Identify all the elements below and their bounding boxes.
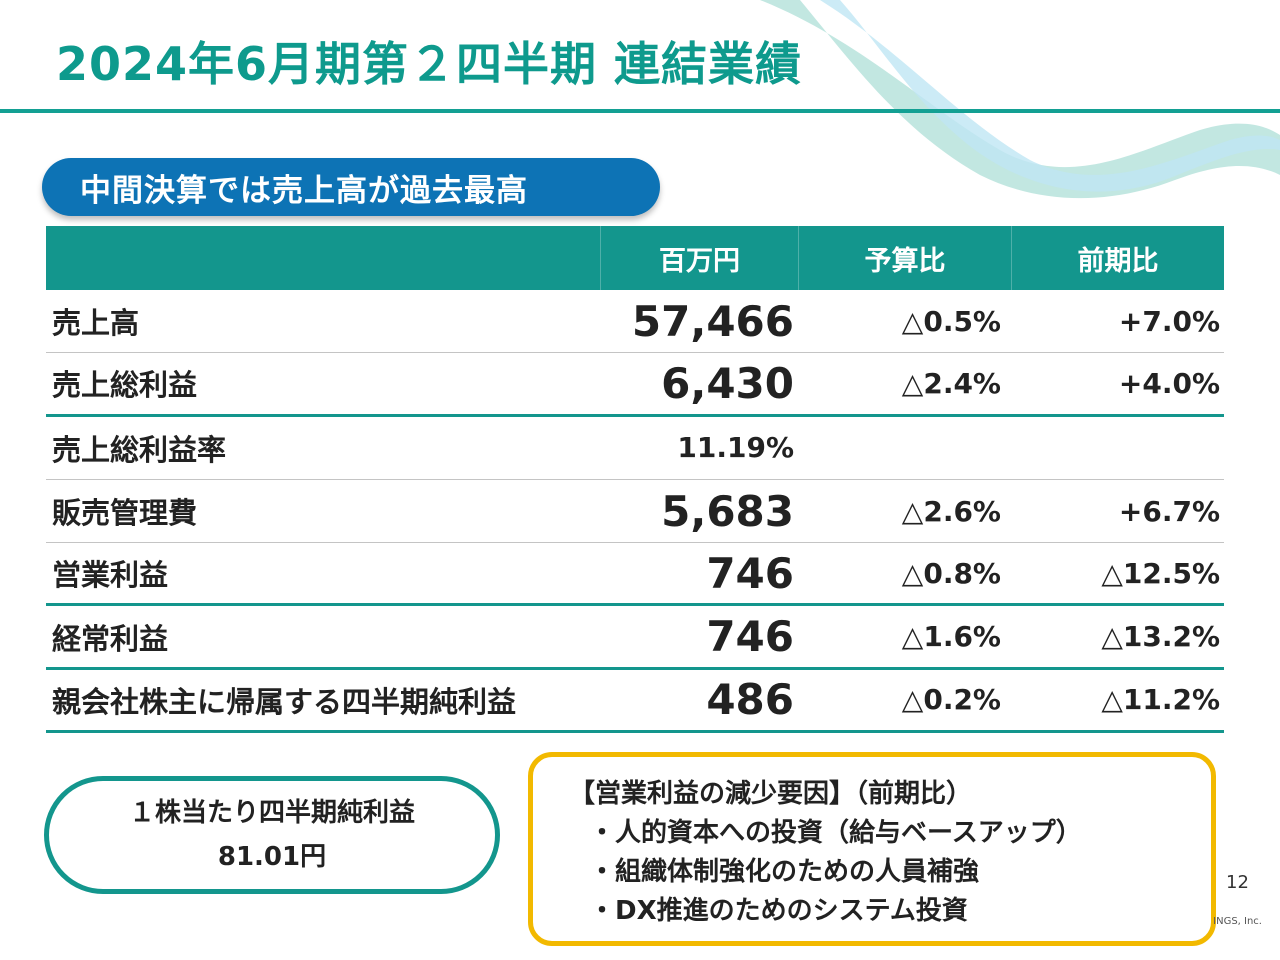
row-prior-ratio: △11.2% xyxy=(1101,683,1220,717)
table-row: 販売管理費 5,683 △2.6% +6.7% xyxy=(46,480,1224,544)
header-cell-prior: 前期比 xyxy=(1011,226,1224,290)
eps-label: １株当たり四半期純利益 xyxy=(128,798,415,828)
row-budget-ratio: △2.6% xyxy=(901,494,1001,528)
table-row: 経常利益 746 △1.6% △13.2% xyxy=(46,606,1224,670)
page-number: 12 xyxy=(1226,872,1249,893)
reason-item: ・DX推進のためのシステム投資 xyxy=(589,896,968,926)
row-budget-ratio: △1.6% xyxy=(901,620,1001,654)
reasons-box: 【営業利益の減少要因】（前期比） ・人的資本への投資（給与ベースアップ） ・組織… xyxy=(528,752,1216,946)
copyright-text: INGS, Inc. xyxy=(1213,916,1262,927)
row-budget-ratio: △2.4% xyxy=(901,366,1001,400)
row-budget-ratio: △0.2% xyxy=(901,683,1001,717)
row-label: 売上高 xyxy=(52,306,140,341)
row-value: 57,466 xyxy=(631,296,794,346)
row-value: 746 xyxy=(706,548,794,598)
row-value: 486 xyxy=(706,675,794,725)
row-label: 営業利益 xyxy=(52,558,169,593)
row-budget-ratio: △0.5% xyxy=(901,304,1001,338)
reason-item: ・組織体制強化のための人員補強 xyxy=(589,857,980,887)
table-row: 売上総利益 6,430 △2.4% +4.0% xyxy=(46,353,1224,417)
row-value: 5,683 xyxy=(661,486,794,536)
results-table: 百万円 予算比 前期比 売上高 57,466 △0.5% +7.0% 売上総利益… xyxy=(46,226,1224,734)
row-prior-ratio: △13.2% xyxy=(1101,620,1220,654)
row-prior-ratio: +4.0% xyxy=(1118,366,1220,400)
page-title: 2024年6月期第２四半期 連結業績 xyxy=(56,37,803,91)
row-value: 11.19% xyxy=(677,431,794,465)
title-underline xyxy=(0,109,1280,113)
table-header: 百万円 予算比 前期比 xyxy=(46,226,1224,290)
headline-banner: 中間決算では売上高が過去最高 xyxy=(42,158,660,216)
table-row: 売上総利益率 11.19% xyxy=(46,417,1224,480)
row-prior-ratio: +7.0% xyxy=(1118,304,1220,338)
header-cell-unit: 百万円 xyxy=(600,226,798,290)
reasons-heading: 【営業利益の減少要因】（前期比） xyxy=(569,779,973,809)
reason-item: ・人的資本への投資（給与ベースアップ） xyxy=(589,818,1082,848)
row-budget-ratio: △0.8% xyxy=(901,556,1001,590)
table-row: 親会社株主に帰属する四半期純利益 486 △0.2% △11.2% xyxy=(46,670,1224,734)
header-cell-item xyxy=(46,226,600,290)
row-prior-ratio: △12.5% xyxy=(1101,556,1220,590)
table-row: 売上高 57,466 △0.5% +7.0% xyxy=(46,290,1224,354)
row-prior-ratio: +6.7% xyxy=(1118,494,1220,528)
row-label: 販売管理費 xyxy=(52,496,198,531)
row-label: 売上総利益率 xyxy=(52,432,227,467)
eps-box: １株当たり四半期純利益 81.01円 xyxy=(44,776,500,894)
header-cell-budget: 予算比 xyxy=(798,226,1011,290)
row-value: 746 xyxy=(706,612,794,662)
row-label: 売上総利益 xyxy=(52,368,198,403)
eps-value: 81.01円 xyxy=(217,842,327,872)
table-row: 営業利益 746 △0.8% △12.5% xyxy=(46,543,1224,607)
row-value: 6,430 xyxy=(661,358,794,408)
row-label: 経常利益 xyxy=(52,621,169,656)
row-label: 親会社株主に帰属する四半期純利益 xyxy=(52,684,517,719)
